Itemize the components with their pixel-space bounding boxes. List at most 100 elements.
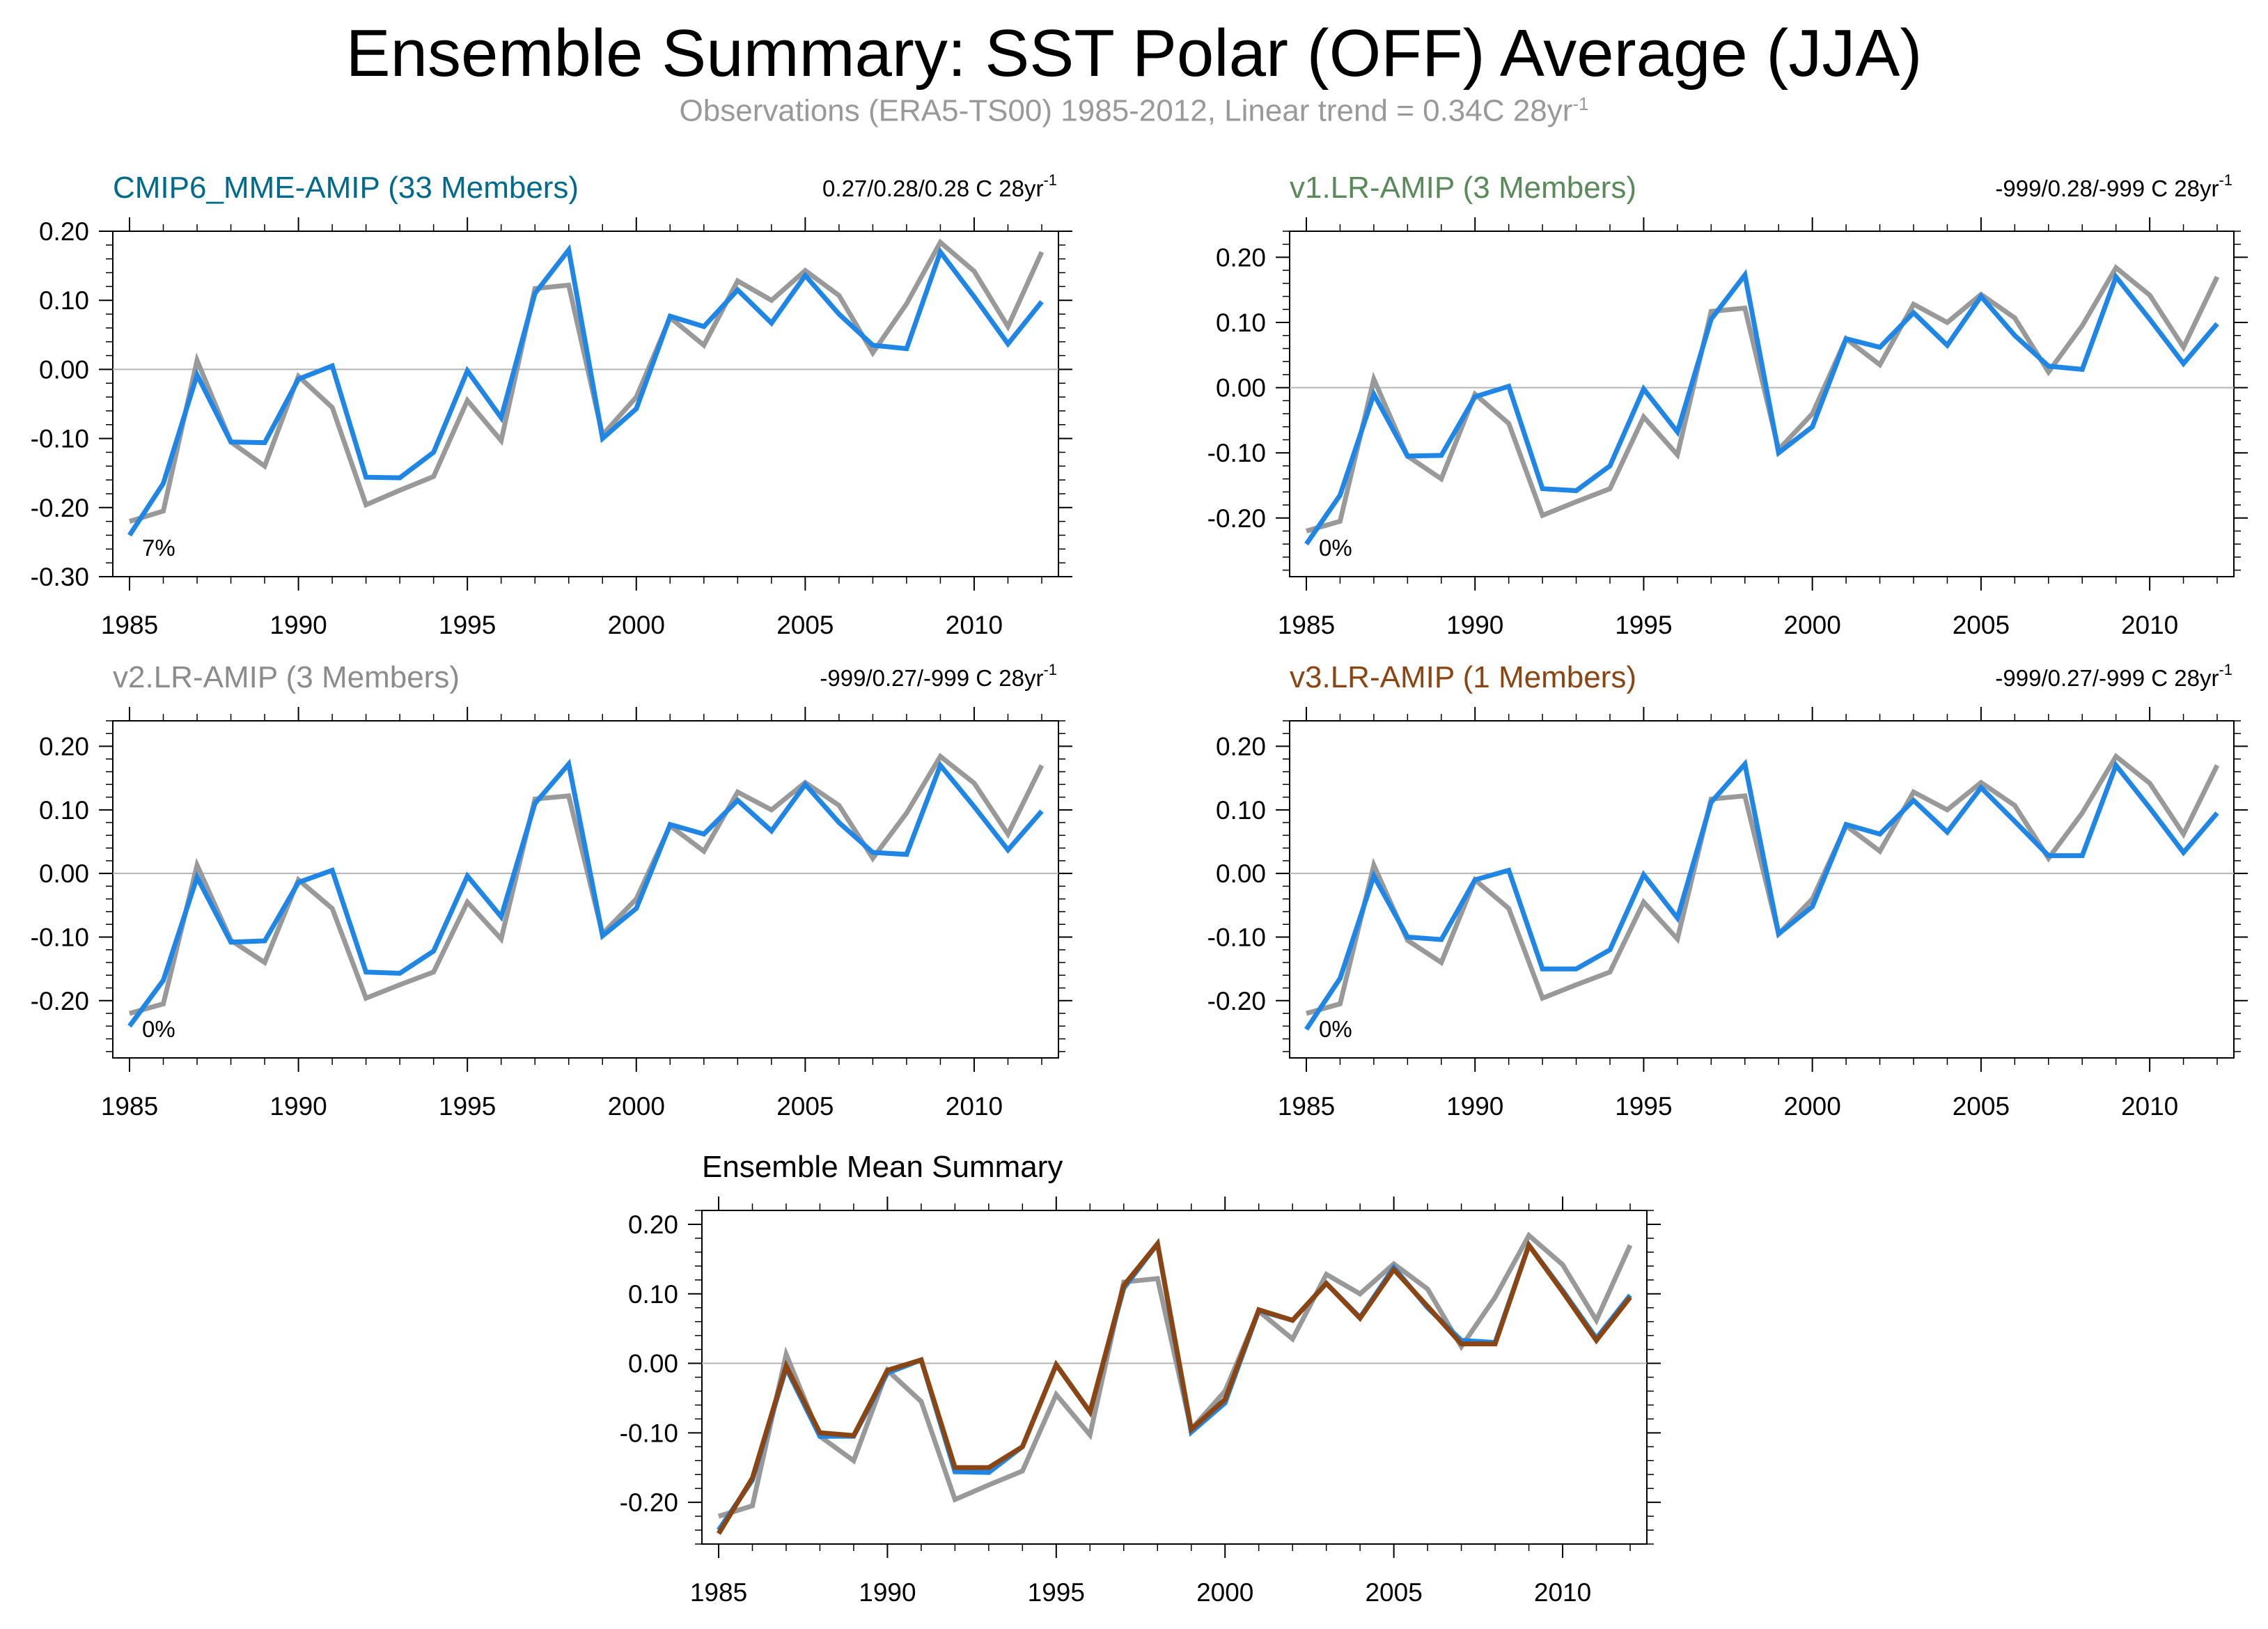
series-line-2 [1304,269,2219,546]
percent-label: 0% [1319,1016,1352,1042]
series-line-2 [127,244,1044,537]
x-tick-label: 2000 [1784,1092,1841,1121]
trend-label-superscript: -1 [1043,661,1057,678]
trend-label-text: -999/0.27/-999 C 28yr [820,665,1043,691]
trend-label-text: -999/0.28/-999 C 28yr [1995,176,2219,201]
x-tick-label: 1995 [1615,611,1672,639]
panel-title: Ensemble Mean Summary [702,1150,1063,1184]
y-tick-label: -0.10 [1207,439,1266,467]
x-tick-label: 1990 [859,1578,916,1607]
x-tick-label: 2000 [608,611,665,639]
x-tick-label: 2010 [946,1092,1003,1121]
y-tick-label: -0.10 [31,425,89,453]
x-tick-label: 2000 [608,1092,665,1121]
subtitle-superscript: -1 [1572,93,1589,114]
panel-title: v1.LR-AMIP (3 Members) [1290,171,1636,205]
x-tick-label: 1995 [439,611,496,639]
plot-frame [112,231,1059,577]
x-tick-label: 1995 [1028,1578,1085,1607]
series-line-1 [128,238,1045,524]
y-tick-label: -0.20 [1207,504,1266,533]
x-tick-label: 1995 [1615,1092,1672,1121]
chart-panel-3: 0.20 0.10 0.00 -0.10 -0.20 1985 1990 1995 2000 20… [31,660,1072,1121]
y-tick-label: 0.20 [1216,733,1266,761]
y-tick-label: -0.10 [31,923,89,951]
y-tick-label: -0.20 [31,494,89,522]
trend-label: 0.27/0.28/0.28 C 28yr-1 [822,171,1057,201]
y-tick-label: 0.00 [1216,374,1266,403]
trend-label-text: 0.27/0.28/0.28 C 28yr [822,176,1043,201]
x-tick-label: 2000 [1784,611,1841,639]
x-tick-label: 2005 [1953,1092,2010,1121]
x-tick-label: 2010 [1534,1578,1591,1607]
y-tick-label: 0.00 [1216,859,1266,888]
x-tick-label: 2005 [776,1092,834,1121]
y-tick-label: 0.00 [39,859,89,888]
trend-label-superscript: -1 [2219,661,2232,678]
y-tick-label: -0.30 [31,563,89,591]
trend-label: -999/0.27/-999 C 28yr-1 [820,661,1057,691]
chart-panel-2: 0.20 0.10 0.00 -0.10 -0.20 1985 1990 1995 2000 20… [1207,171,2248,639]
x-tick-label: 1985 [101,611,158,639]
plot-frame [701,1210,1648,1545]
y-tick-label: -0.10 [620,1419,678,1447]
percent-label: 0% [142,1016,175,1042]
panel-title: v3.LR-AMIP (1 Members) [1290,660,1636,694]
x-tick-label: 2005 [1365,1578,1422,1607]
figure-title: Ensemble Summary: SST Polar (OFF) Averag… [345,16,1923,91]
trend-label: -999/0.28/-999 C 28yr-1 [1995,171,2232,201]
x-tick-label: 1990 [269,611,327,639]
trend-label-superscript: -1 [2219,171,2232,189]
percent-label: 0% [1319,535,1352,561]
y-tick-label: 0.10 [1216,309,1266,337]
chart-panel-5: 0.20 0.10 0.00 -0.10 -0.20 1985 1990 1995 2000 20… [620,1150,1661,1607]
y-tick-label: 0.20 [39,217,89,246]
y-tick-label: 0.10 [1216,796,1266,825]
series-line-2 [127,758,1044,1028]
x-tick-label: 1995 [439,1092,496,1121]
series-line-3 [717,1238,1632,1535]
y-tick-label: -0.10 [1207,923,1266,951]
y-tick-label: -0.20 [1207,987,1266,1015]
y-tick-label: 0.00 [628,1350,678,1378]
x-tick-label: 2010 [946,611,1003,639]
y-tick-label: 0.20 [39,733,89,761]
plot-frame [112,720,1059,1059]
series-line-2 [1304,758,2219,1031]
y-tick-label: 0.20 [1216,243,1266,272]
x-tick-label: 1990 [1446,611,1503,639]
figure-subtitle: Observations (ERA5-TS00) 1985-2012, Line… [0,93,2268,129]
series-line-1 [129,752,1045,1016]
chart-panel-4: 0.20 0.10 0.00 -0.10 -0.20 1985 1990 1995 2000 20… [1207,660,2248,1121]
x-tick-label: 2000 [1196,1578,1253,1607]
x-tick-label: 2005 [776,611,834,639]
trend-label: -999/0.27/-999 C 28yr-1 [1995,661,2232,691]
y-tick-label: 0.10 [39,796,89,825]
x-tick-label: 2005 [1953,611,2010,639]
percent-label: 7% [142,535,175,561]
y-tick-label: -0.20 [620,1488,678,1517]
plot-frame [1289,720,2235,1059]
x-tick-label: 1985 [101,1092,158,1121]
y-tick-label: 0.20 [628,1210,678,1239]
panel-title: CMIP6_MME-AMIP (33 Members) [113,171,579,205]
panel-title: v2.LR-AMIP (3 Members) [113,660,460,694]
x-tick-label: 1985 [1278,1092,1335,1121]
subtitle-text: Observations (ERA5-TS00) 1985-2012, Line… [679,93,1573,128]
trend-label-superscript: -1 [1043,171,1057,189]
x-tick-label: 2010 [2121,611,2178,639]
x-tick-label: 1990 [269,1092,327,1121]
y-tick-label: 0.10 [39,286,89,315]
plot-frame [1289,231,2235,577]
series-line-1 [1306,264,2220,533]
x-tick-label: 1985 [1278,611,1335,639]
series-line-1 [717,1231,1633,1519]
x-tick-label: 1985 [690,1578,747,1607]
chart-panel-1: 0.20 0.10 0.00 -0.10 -0.20 -0.30 1985 1990 1995 2… [31,171,1072,639]
x-tick-label: 1990 [1446,1092,1503,1121]
x-tick-label: 2010 [2121,1092,2178,1121]
y-tick-label: 0.00 [39,355,89,384]
y-tick-label: 0.10 [628,1280,678,1309]
trend-label-text: -999/0.27/-999 C 28yr [1995,665,2219,691]
